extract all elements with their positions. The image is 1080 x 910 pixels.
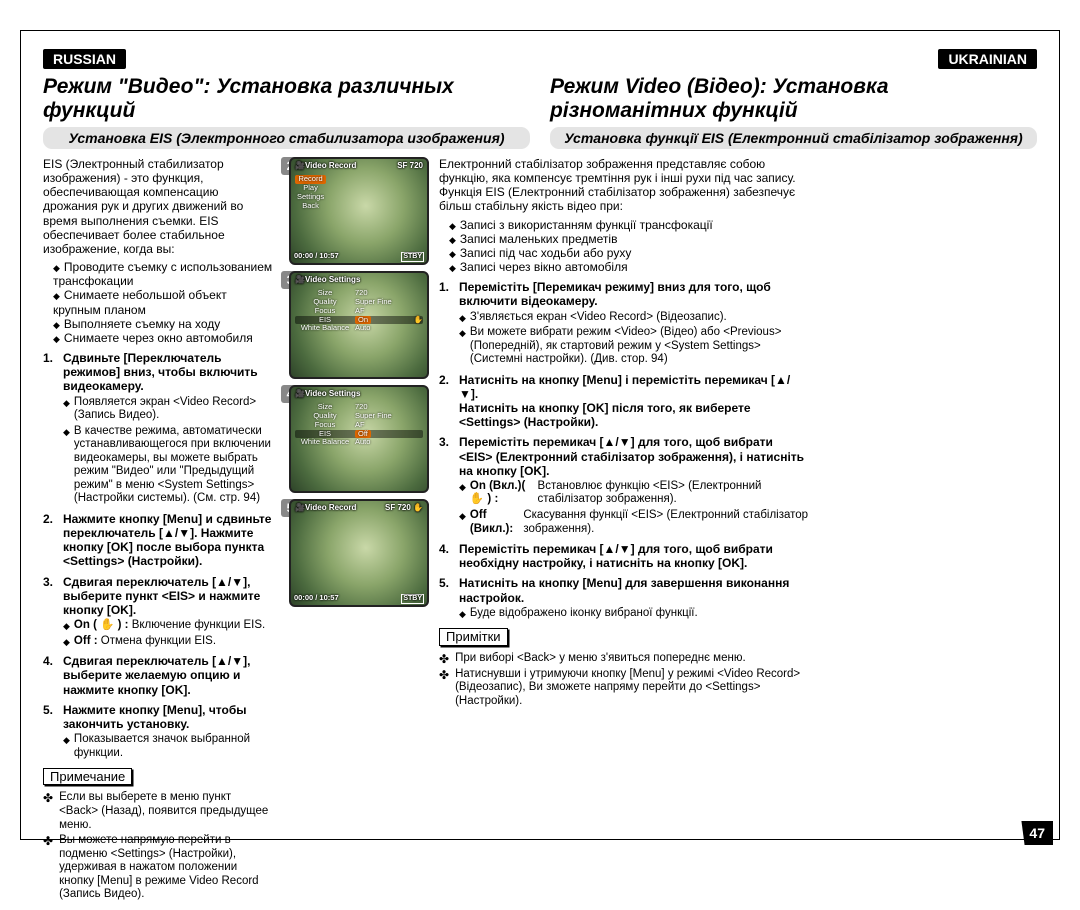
ru-step-5: 5. Нажмите кнопку [Menu], чтобы закончит…: [43, 703, 273, 731]
uk-sub: Буде відображено іконку вибраної функції…: [439, 607, 809, 621]
ru-step-1: 1. Сдвиньте [Переключатель режимов] вниз…: [43, 351, 273, 393]
uk-col: Електронний стабілізатор зображення пред…: [439, 157, 809, 817]
page-number: 47: [1021, 821, 1053, 845]
ru-sub: Off : Отмена функции EIS.: [43, 635, 273, 649]
uk-sub: Off (Викл.): Скасування функції <EIS> (Е…: [439, 509, 809, 536]
title-row: Режим "Видео": Установка различных функц…: [43, 75, 1037, 123]
ru-note-label: Примечание: [43, 768, 132, 785]
note-item: Если вы выберете в меню пункт <Back> (На…: [43, 791, 273, 832]
screenshot-column: 2 🎥Video RecordSF 720 Record Play Settin…: [283, 157, 433, 817]
lcd-shot-5: 🎥Video RecordSF 720 ✋ 00:00 / 10:57STBY: [289, 499, 429, 607]
ru-sub: В качестве режима, автоматически устанав…: [43, 425, 273, 506]
section-ru: Установка EIS (Электронного стабилизатор…: [43, 127, 530, 149]
uk-intro-bullets: Записі з використанням функції трансфока…: [439, 218, 809, 275]
manual-page: RUSSIAN UKRAINIAN Режим "Видео": Установ…: [20, 30, 1060, 840]
lcd-shot-4: 🎥Video Settings Size720 QualitySuper Fin…: [289, 385, 429, 493]
uk-step-2: 2. Натисніть на кнопку [Menu] і переміст…: [439, 373, 809, 430]
title-ru: Режим "Видео": Установка различных функц…: [43, 75, 530, 123]
uk-intro: Електронний стабілізатор зображення пред…: [439, 157, 809, 214]
uk-notes: При виборі <Back> у меню з'явиться попер…: [439, 652, 809, 709]
ru-step-4: 4. Сдвигая переключатель [▲/▼], выберите…: [43, 654, 273, 696]
bullet: Выполняете съемку на ходу: [53, 317, 273, 331]
bullet: Проводите съемку с использованием трансф…: [53, 260, 273, 288]
ru-step-3: 3. Сдвигая переключатель [▲/▼], выберите…: [43, 575, 273, 617]
ru-intro-col: EIS (Электронный стабилизатор изображени…: [43, 157, 273, 817]
lcd-shot-2: 🎥Video RecordSF 720 Record Play Settings…: [289, 157, 429, 265]
ru-intro: EIS (Электронный стабилизатор изображени…: [43, 157, 273, 256]
note-item: Натиснувши і утримуючи кнопку [Menu] у р…: [439, 668, 809, 709]
uk-note-label: Примітки: [439, 628, 508, 645]
bullet: Снимаете через окно автомобиля: [53, 331, 273, 345]
language-row: RUSSIAN UKRAINIAN: [43, 49, 1037, 69]
ru-notes: Если вы выберете в меню пункт <Back> (На…: [43, 791, 273, 902]
bullet: Записі з використанням функції трансфока…: [449, 218, 809, 232]
ru-intro-bullets: Проводите съемку с использованием трансф…: [43, 260, 273, 345]
note-item: При виборі <Back> у меню з'явиться попер…: [439, 652, 809, 666]
uk-step-1: 1. Перемістіть [Перемикач режиму] вниз д…: [439, 280, 809, 308]
ru-sub: Показывается значок выбранной функции.: [43, 733, 273, 760]
ru-sub: On ( ✋ ) : Включение функции EIS.: [43, 619, 273, 633]
uk-sub: Ви можете вибрати режим <Video> (Відео) …: [439, 326, 809, 367]
lang-badge-right: UKRAINIAN: [938, 49, 1037, 69]
body-row: EIS (Электронный стабилизатор изображени…: [43, 157, 1037, 817]
title-uk: Режим Video (Відео): Установка різномані…: [550, 75, 1037, 123]
ru-step-2: 2. Нажмите кнопку [Menu] и сдвиньте пере…: [43, 512, 273, 569]
note-item: Вы можете напрямую перейти в подменю <Se…: [43, 834, 273, 902]
lcd-shot-3: 🎥Video Settings Size720 QualitySuper Fin…: [289, 271, 429, 379]
uk-sub: З'являється екран <Video Record> (Відеоз…: [439, 311, 809, 325]
uk-step-3: 3. Перемістіть перемикач [▲/▼] для того,…: [439, 435, 809, 477]
lang-badge-left: RUSSIAN: [43, 49, 126, 69]
uk-step-4: 4. Перемістіть перемикач [▲/▼] для того,…: [439, 542, 809, 570]
bullet: Снимаете небольшой объект крупным планом: [53, 288, 273, 316]
section-uk: Установка функції EIS (Електронний стабі…: [550, 127, 1037, 149]
uk-step-5: 5. Натисніть на кнопку [Menu] для заверш…: [439, 576, 809, 604]
uk-sub: On (Вкл.)( ✋ ) : Встановлює функцію <EIS…: [439, 480, 809, 507]
section-row: Установка EIS (Электронного стабилизатор…: [43, 127, 1037, 149]
bullet: Записі через вікно автомобіля: [449, 260, 809, 274]
bullet: Записі під час ходьби або руху: [449, 246, 809, 260]
bullet: Записі маленьких предметів: [449, 232, 809, 246]
ru-sub: Появляется экран <Video Record> (Запись …: [43, 396, 273, 423]
